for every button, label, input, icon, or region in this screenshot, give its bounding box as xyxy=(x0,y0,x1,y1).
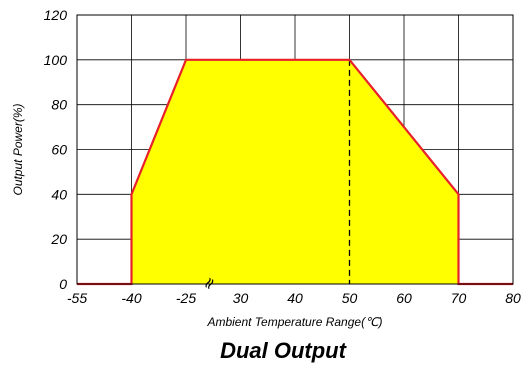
plot-border xyxy=(76,14,514,285)
x-tick-label: 60 xyxy=(396,290,412,306)
x-tick-label: 40 xyxy=(287,290,303,306)
x-tick-label: -40 xyxy=(121,290,141,306)
x-tick-label: -55 xyxy=(67,290,87,306)
derating-curve-line xyxy=(77,58,513,286)
plot-frame xyxy=(76,14,514,285)
x-tick-label: 50 xyxy=(342,290,358,306)
derating-area-fill xyxy=(77,59,513,284)
y-tick-label: 0 xyxy=(59,276,67,292)
y-tick-label: 120 xyxy=(44,7,68,23)
x-tick-labels: -55 -40 -25 30 40 50 60 70 80 xyxy=(67,290,521,306)
x-tick-label: 80 xyxy=(505,290,521,306)
y-tick-label: 100 xyxy=(44,52,68,68)
y-tick-label: 80 xyxy=(51,97,67,113)
x-tick-label: 70 xyxy=(451,290,467,306)
y-tick-labels: 0 20 40 60 80 100 120 xyxy=(44,7,68,292)
plot-area xyxy=(77,58,513,286)
x-axis-title: Ambient Temperature Range(℃) xyxy=(206,315,382,329)
x-tick-label: -25 xyxy=(176,290,196,306)
y-axis-title: Output Power(%) xyxy=(11,103,25,195)
x-tick-label: 30 xyxy=(233,290,249,306)
y-tick-label: 60 xyxy=(51,142,67,158)
y-tick-label: 20 xyxy=(50,231,67,247)
chart-title: Dual Output xyxy=(220,338,348,363)
y-tick-label: 40 xyxy=(51,186,67,202)
